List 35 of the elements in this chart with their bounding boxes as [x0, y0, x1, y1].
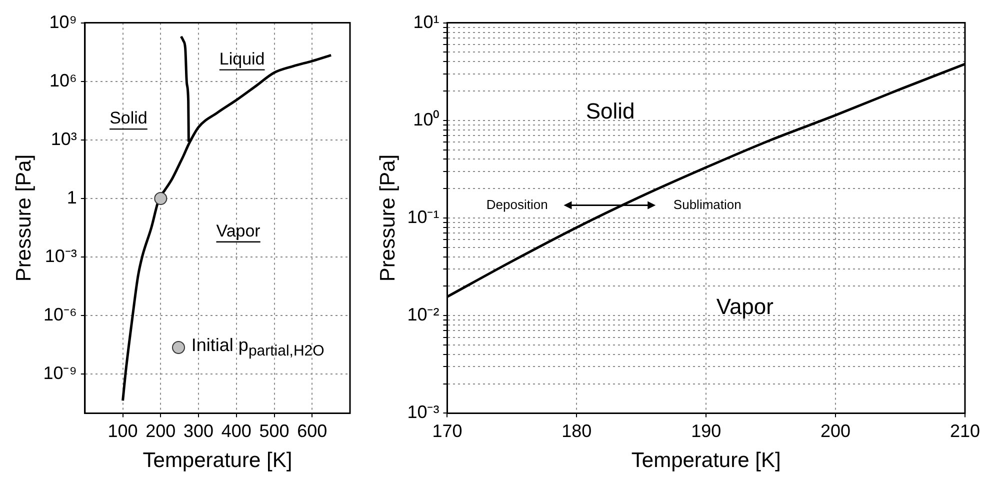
y-tick-label: 10⁻⁶: [43, 304, 77, 325]
x-tick-label: 100: [108, 420, 138, 441]
x-axis-title: Temperature [K]: [631, 449, 781, 472]
x-tick-label: 170: [432, 420, 462, 441]
x-tick-label: 210: [950, 420, 980, 441]
y-tick-label: 10⁻³: [44, 246, 77, 266]
x-tick-label: 200: [146, 420, 176, 441]
y-tick-label: 10¹: [413, 12, 440, 32]
annotation: Solid: [110, 108, 148, 128]
y-tick-label: 10⁻³: [407, 402, 440, 422]
x-tick-label: 300: [184, 420, 214, 441]
y-tick-label: 10⁶: [49, 70, 77, 90]
y-tick-label: 10³: [50, 128, 77, 149]
x-tick-label: 180: [562, 420, 592, 441]
annotation: Liquid: [219, 49, 265, 68]
annotation: Deposition: [486, 196, 548, 212]
x-tick-label: 600: [297, 420, 328, 441]
x-tick-label: 500: [259, 420, 290, 441]
x-tick-label: 400: [221, 420, 252, 441]
y-tick-label: 10⁻⁹: [43, 363, 77, 384]
y-axis-title: Pressure [Pa]: [376, 154, 400, 282]
annotation: Sublimation: [673, 196, 742, 212]
y-tick-label: 10⁻²: [407, 304, 440, 325]
x-axis-title: Temperature [K]: [142, 449, 292, 472]
x-tick-label: 190: [691, 420, 722, 441]
y-axis-title: Pressure [Pa]: [12, 154, 36, 282]
annotation: Solid: [586, 98, 635, 124]
annotation: Vapor: [216, 221, 261, 240]
y-tick-label: 10⁻¹: [407, 206, 440, 227]
y-tick-label: 10⁰: [413, 109, 440, 130]
annotation: Vapor: [716, 294, 774, 319]
y-tick-label: 1: [66, 187, 77, 208]
x-tick-label: 200: [820, 420, 851, 441]
legend-label: Initial p$_{partial,H2O}$: [191, 335, 324, 360]
y-tick-label: 10⁹: [49, 12, 77, 32]
